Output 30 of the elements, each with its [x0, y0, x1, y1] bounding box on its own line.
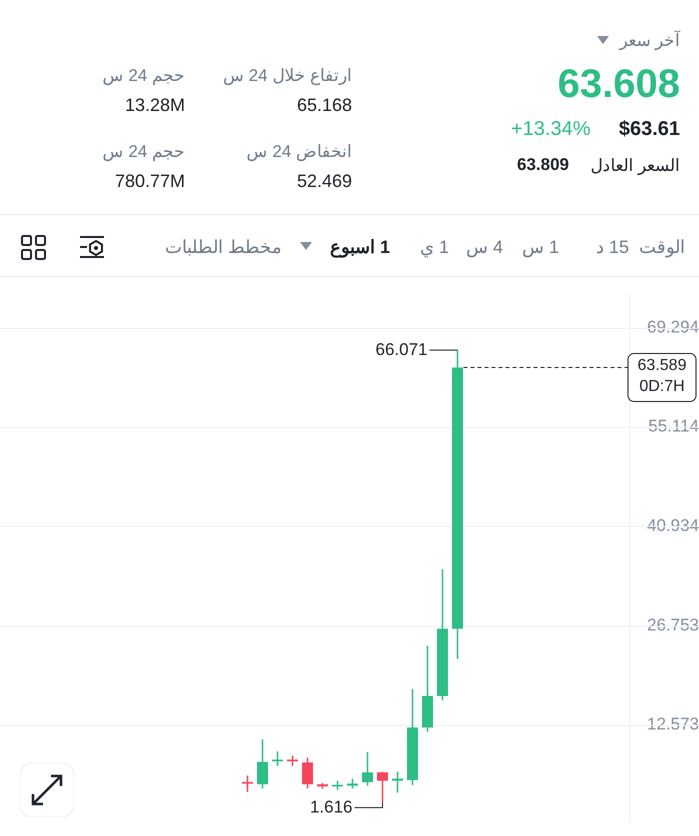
text: انخفاض 24 س	[246, 141, 352, 162]
candlestick	[257, 738, 268, 790]
text: $63.61	[618, 118, 680, 141]
text: ارتفاع خلال 24 س	[222, 65, 352, 86]
text: السعر العادل	[590, 155, 680, 176]
annotation: 1.616	[310, 797, 352, 816]
text: 15 د	[596, 236, 629, 258]
text: 4 س	[466, 236, 503, 258]
text: حجم 24 س	[102, 65, 185, 86]
text: 52.469	[296, 171, 352, 192]
text: مخطط الطلبات	[164, 236, 282, 258]
candlestick	[362, 751, 373, 786]
candlestick	[392, 770, 403, 794]
text: 13.28M	[124, 95, 185, 116]
annotation: 66.071	[376, 340, 428, 359]
text: 1 اسبوع	[330, 236, 390, 258]
text: الوقت	[639, 236, 685, 258]
text: آخر سعر	[619, 30, 680, 51]
ref-line-label: 63.589 0D:7H	[638, 356, 687, 395]
text: 780.77M	[114, 171, 185, 192]
candlestick	[302, 756, 313, 790]
text: 63.809	[517, 155, 569, 175]
text: +13.34%	[511, 118, 591, 141]
text: 1 س	[522, 236, 559, 258]
text: 63.608	[558, 62, 680, 107]
text: 65.168	[296, 95, 352, 116]
text: حجم 24 س	[102, 141, 185, 162]
candlestick	[347, 778, 358, 790]
candlestick	[377, 770, 388, 802]
text: 1 ي	[420, 236, 449, 258]
